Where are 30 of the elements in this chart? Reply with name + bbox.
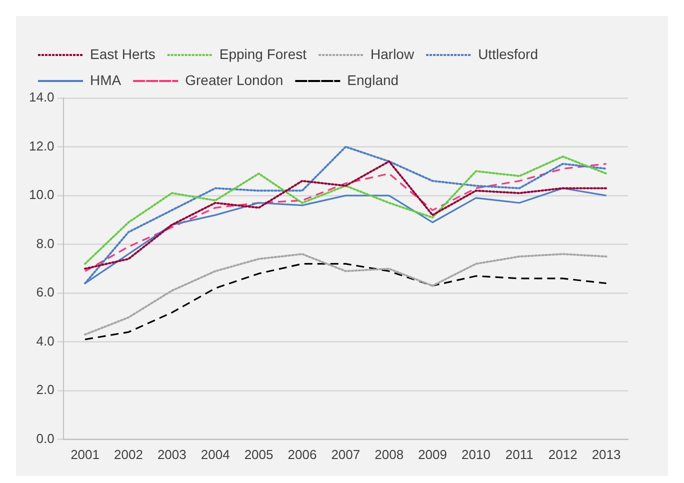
x-tick-label: 2005 — [244, 446, 274, 462]
y-tick-label: 0.0 — [36, 430, 54, 446]
x-tick-label: 2002 — [114, 446, 143, 462]
line-series — [84, 263, 608, 340]
y-tick-label: 8.0 — [36, 236, 54, 251]
legend-label: Greater London — [185, 72, 284, 88]
x-tick-label: 2001 — [70, 446, 100, 462]
legend-label: East Herts — [90, 46, 156, 62]
y-tick-label: 10.0 — [28, 187, 54, 202]
x-tick-label: 2006 — [288, 446, 317, 462]
line-series — [84, 253, 608, 336]
x-tick-label: 2003 — [157, 446, 186, 462]
y-tick-label: 6.0 — [36, 284, 54, 300]
legend-label: Harlow — [370, 46, 415, 62]
x-tick-label: 2012 — [548, 446, 578, 462]
y-tick-label: 2.0 — [36, 382, 54, 398]
legend-label: England — [347, 72, 399, 88]
legend-label: Epping Forest — [219, 46, 307, 62]
x-tick-label: 2009 — [418, 446, 447, 462]
x-tick-label: 2011 — [505, 446, 534, 462]
x-tick-label: 2010 — [462, 446, 490, 462]
legend-label: Uttlesford — [478, 46, 538, 62]
x-tick-label: 2004 — [200, 446, 230, 462]
y-tick-label: 12.0 — [28, 138, 54, 154]
y-tick-label: 14.0 — [28, 90, 54, 105]
y-tick-label: 4.0 — [36, 333, 54, 348]
x-tick-label: 2008 — [374, 446, 404, 462]
x-tick-label: 2007 — [331, 446, 360, 462]
legend-label: HMA — [90, 72, 122, 88]
x-tick-label: 2013 — [592, 446, 621, 462]
